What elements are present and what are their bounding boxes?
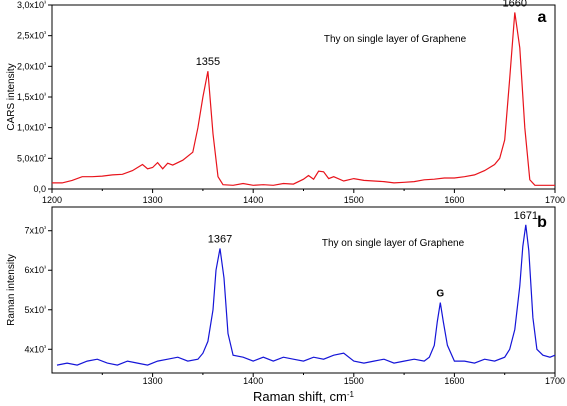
- x-tick-label: 1400: [243, 376, 263, 386]
- y-tick-label: 1,5x10³: [17, 92, 46, 102]
- y-tick-label: 3,0x10³: [17, 0, 46, 10]
- peak-label: 1367: [208, 234, 232, 246]
- x-tick-label: 1200: [42, 195, 62, 205]
- series-line-a: [52, 12, 555, 186]
- panel-title-b: Thy on single layer of Graphene: [322, 238, 465, 249]
- x-tick-label: 1600: [444, 195, 464, 205]
- series-line-b: [56, 224, 556, 366]
- plot-frame-a: [51, 4, 556, 190]
- y-tick-label: 6x10³: [24, 265, 46, 275]
- x-tick-label: 1300: [143, 195, 163, 205]
- x-tick-label: 1700: [545, 376, 565, 386]
- y-tick-label: 4x10³: [24, 344, 46, 354]
- peak-label: 1355: [196, 56, 220, 68]
- y-tick-label: 2,5x10³: [17, 31, 46, 41]
- x-tick-label: 1500: [344, 195, 364, 205]
- y-tick-label: 0,0: [33, 184, 46, 194]
- plot-frame-b: [51, 206, 556, 374]
- y-axis-title-a: CARS intensity: [6, 63, 17, 130]
- y-tick-label: 5x10³: [24, 305, 46, 315]
- x-tick-label: 1600: [444, 376, 464, 386]
- y-tick-label: 2,0x10³: [17, 61, 46, 71]
- x-axis-title-b: Raman shift, cm-1: [253, 389, 355, 404]
- x-tick-label: 1500: [344, 376, 364, 386]
- panel-b: 1300 1400 1500 1600 1700 4x10³ 5x10³ 6x10³ 7x10³…: [6, 206, 565, 404]
- peak-label: 1671: [514, 210, 538, 222]
- x-tick-label: 1700: [545, 195, 565, 205]
- y-axis-title-b: Raman intensity: [6, 254, 17, 326]
- panel-letter-a: a: [538, 9, 547, 26]
- peak-label: 1660: [503, 0, 527, 9]
- peak-label: G: [436, 289, 444, 300]
- y-tick-label: 7x10³: [24, 226, 46, 236]
- x-tick-label: 1300: [143, 376, 163, 386]
- panel-letter-b: b: [537, 214, 547, 231]
- y-tick-label: 1,0x10³: [17, 123, 46, 133]
- x-tick-label: 1400: [243, 195, 263, 205]
- panel-title-a: Thy on single layer of Graphene: [324, 34, 467, 45]
- panel-a: 1200 1300 1400 1500 1600 1700 0,0 5,0x10² 1,0x10…: [6, 0, 565, 205]
- y-tick-label: 5,0x10²: [17, 153, 46, 163]
